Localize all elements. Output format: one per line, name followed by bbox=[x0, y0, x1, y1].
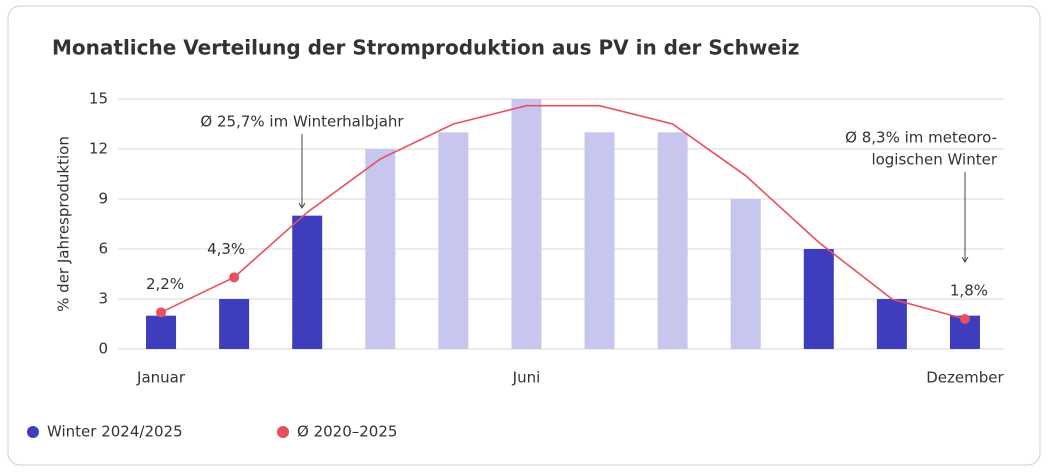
x-tick-label: Dezember bbox=[926, 369, 1004, 387]
bar bbox=[219, 299, 250, 349]
annotation: logischen Winter bbox=[871, 151, 997, 169]
bar bbox=[876, 299, 907, 349]
bar bbox=[438, 132, 469, 349]
data-label: 1,8% bbox=[950, 282, 988, 300]
y-tick-label: 3 bbox=[98, 290, 108, 308]
y-tick-label: 0 bbox=[98, 340, 108, 358]
bar bbox=[292, 215, 323, 349]
bar bbox=[803, 249, 834, 349]
bar bbox=[730, 199, 761, 349]
line-marker bbox=[959, 314, 970, 324]
bar bbox=[146, 315, 177, 349]
legend-label: Winter 2024/2025 bbox=[47, 423, 183, 441]
line bbox=[160, 104, 966, 320]
x-tick-label: Juni bbox=[512, 369, 541, 387]
data-label: 4,3% bbox=[207, 240, 245, 258]
chart-title: Monatliche Verteilung der Stromproduktio… bbox=[52, 36, 799, 60]
arrow-head bbox=[961, 256, 969, 263]
annotation: Ø 8,3% im meteoro- bbox=[845, 129, 997, 147]
x-tick-label: Januar bbox=[136, 369, 186, 387]
arrow-head bbox=[298, 202, 306, 209]
legend-label: Ø 2020–2025 bbox=[297, 423, 397, 441]
line-marker bbox=[229, 272, 240, 283]
y-tick-label: 9 bbox=[98, 190, 108, 208]
annotation: Ø 25,7% im Winterhalbjahr bbox=[200, 113, 404, 131]
bar bbox=[584, 132, 615, 349]
legend-swatch bbox=[27, 426, 39, 438]
bar bbox=[511, 99, 542, 349]
y-tick-label: 15 bbox=[89, 90, 108, 108]
bar bbox=[657, 132, 688, 349]
y-tick-label: 6 bbox=[98, 240, 108, 258]
y-axis-label: % der Jahresproduktion bbox=[55, 136, 73, 312]
bar bbox=[365, 149, 396, 349]
legend-swatch bbox=[277, 426, 289, 438]
y-tick-label: 12 bbox=[89, 140, 108, 158]
data-label: 2,2% bbox=[146, 275, 184, 293]
line-marker bbox=[156, 307, 167, 318]
